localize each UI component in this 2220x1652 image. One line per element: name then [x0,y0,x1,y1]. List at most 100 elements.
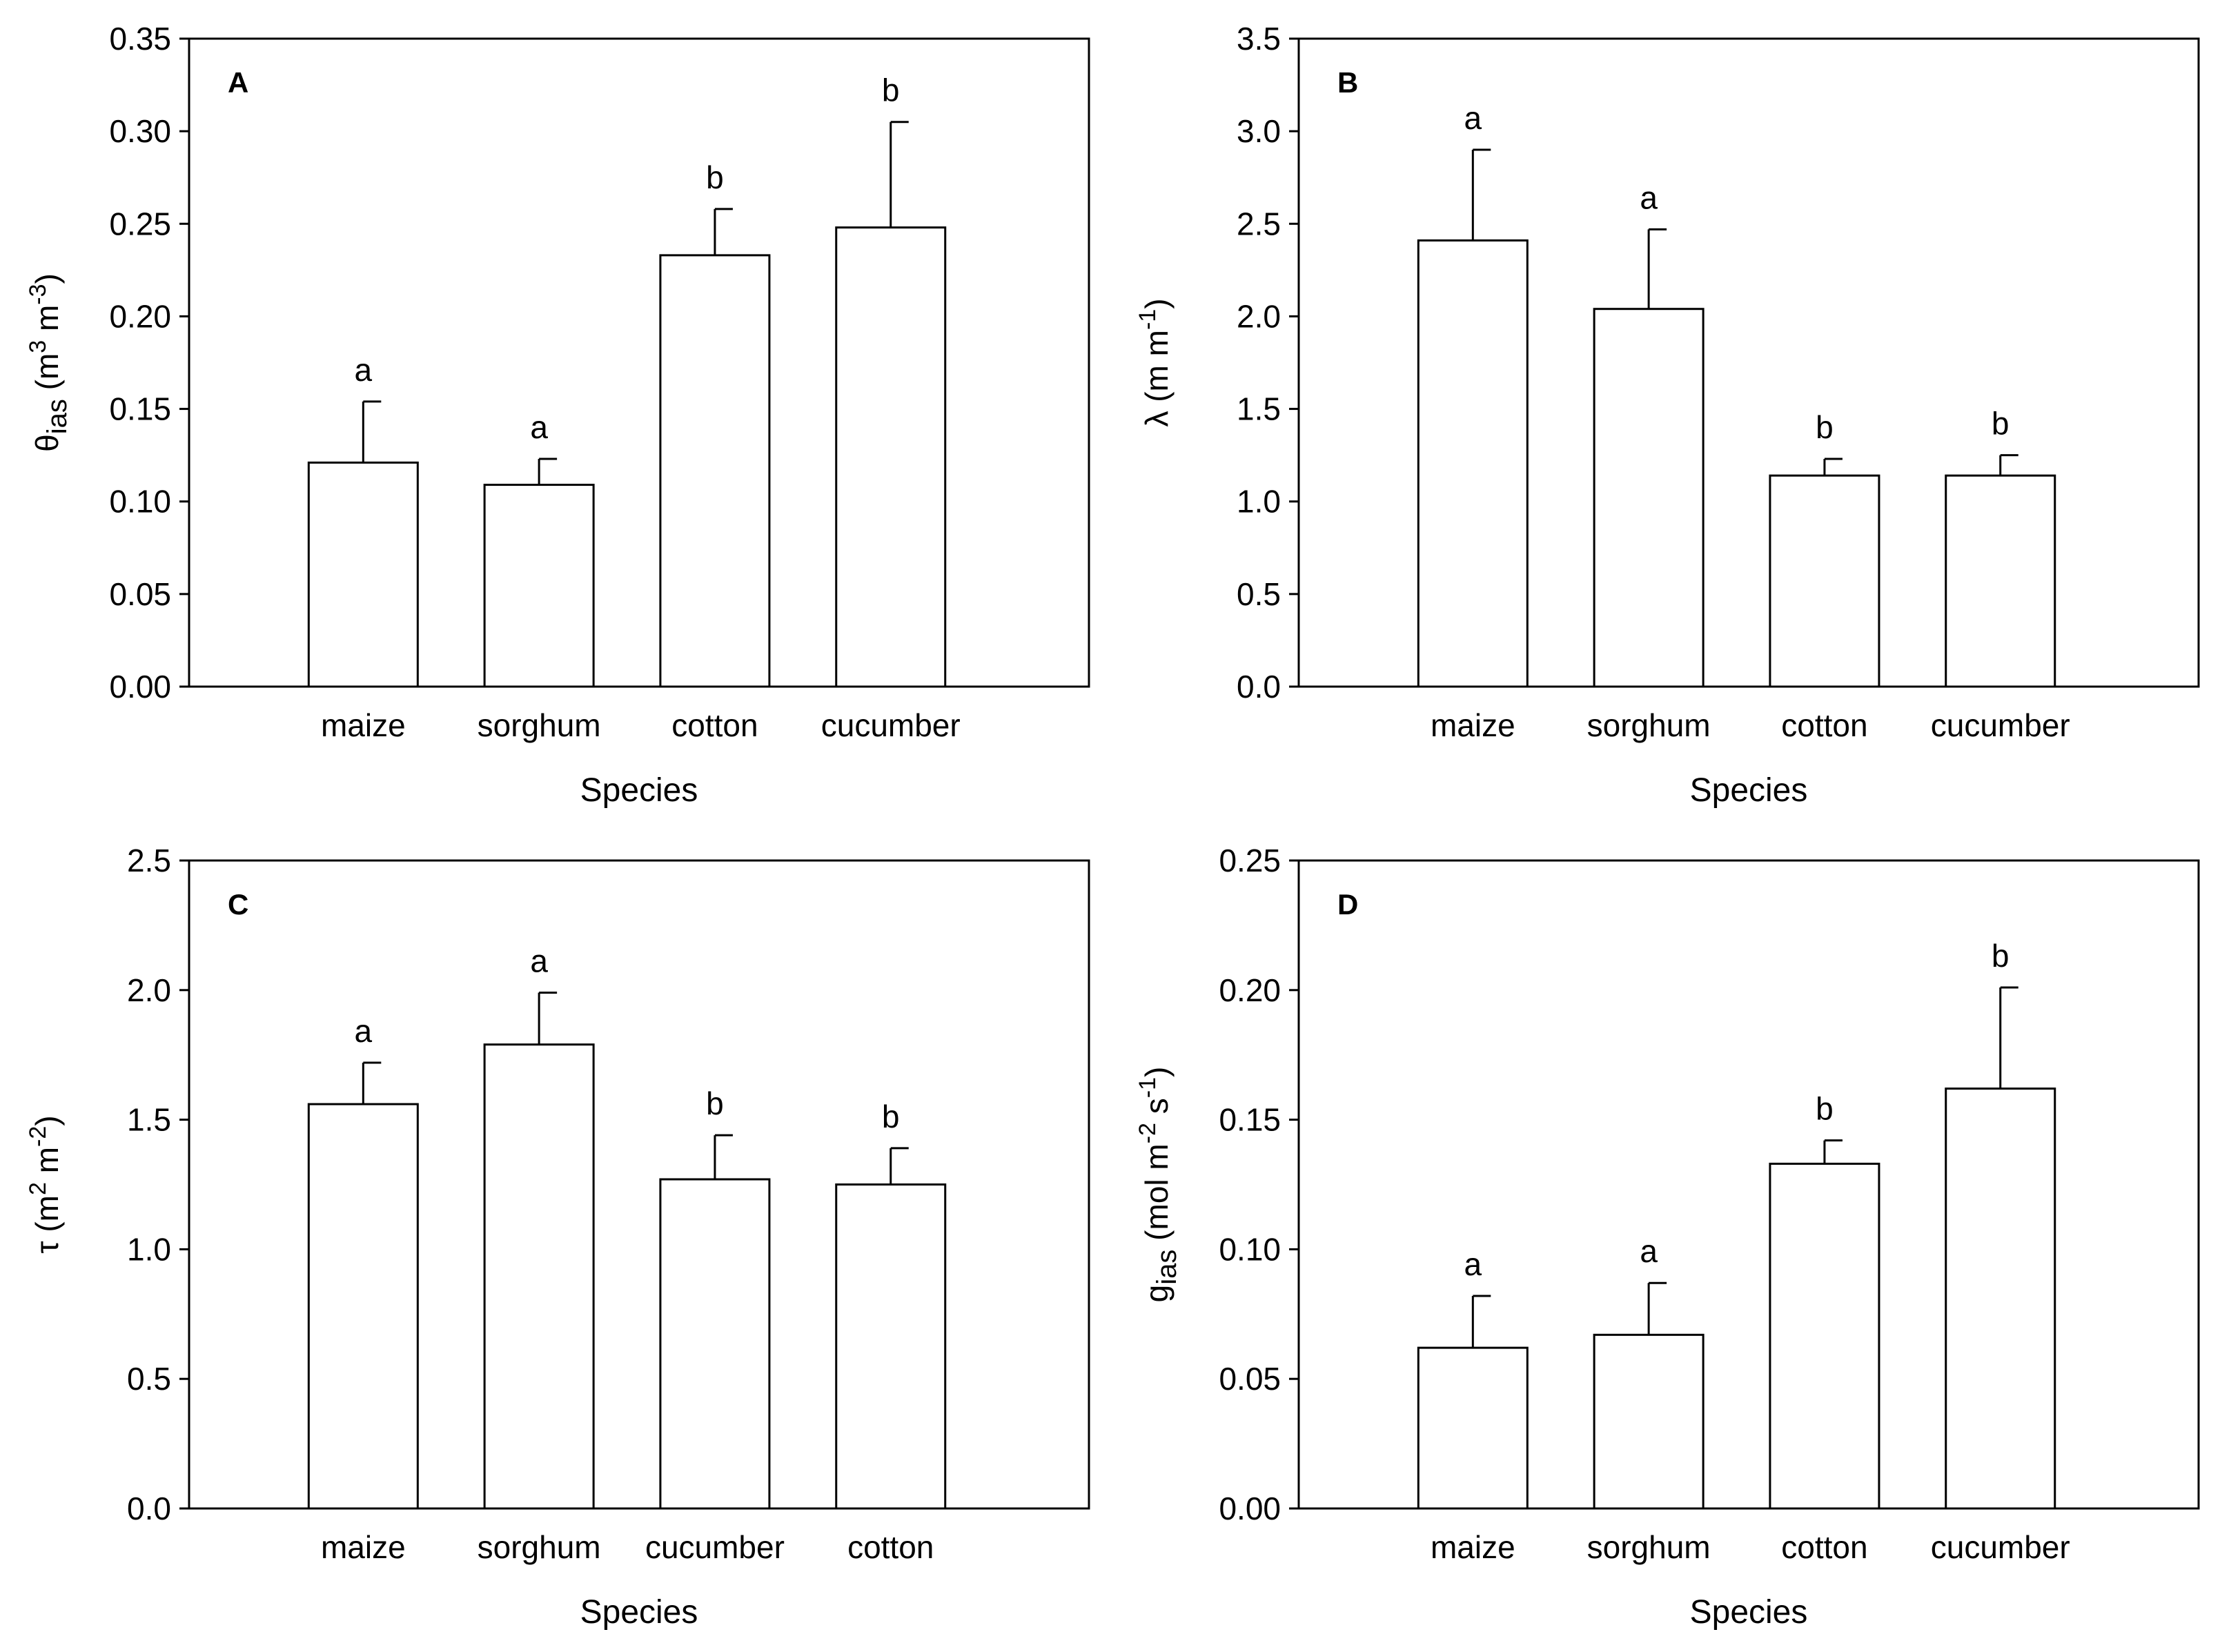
y-label-text: ) [1139,1067,1175,1077]
category-label-cotton: cotton [847,1529,934,1565]
y-tick-label: 3.0 [1237,113,1281,149]
bar-cotton [1769,1162,1880,1510]
chart-panel-d: 0.00 0.05 0.10 0.15 0.20 0.25 a maize a sorghum b c… [1134,843,2200,1631]
category-label-maize: maize [1431,1529,1515,1565]
category-label-cucumber: cucumber [821,707,961,743]
y-tick-label: 0.10 [109,484,171,520]
significance-label-cucumber: b [1992,406,2010,442]
x-axis-title-a: Species [580,772,698,809]
bar-sorghum [1593,1333,1705,1510]
panel-label-a: A [228,66,248,99]
y-tick-label: 1.5 [127,1102,171,1138]
y-tick-label: 1.5 [1237,391,1281,427]
bar-maize [1417,1346,1529,1510]
y-label-subscript: ias [1152,1250,1182,1285]
y-label-superscript: -3 [25,284,51,304]
category-label-cucumber: cucumber [1931,1529,2070,1565]
panel-label-d: D [1337,888,1358,921]
bar-sorghum [1593,308,1705,688]
y-tick-label: 0.30 [109,113,171,149]
y-label-text: ) [29,1115,65,1125]
y-tick-label: 0.00 [1219,1491,1281,1526]
bar-sorghum [483,1043,595,1510]
y-axis-title-c: τ (m2 m-2) [25,1115,65,1253]
y-label-symbol: g [1139,1285,1175,1303]
x-axis-title-b: Species [1690,772,1808,809]
plot-frame-d [1297,859,2200,1510]
category-label-sorghum: sorghum [1587,707,1711,743]
bar-maize [307,461,419,688]
y-tick-label: 1.0 [127,1231,171,1267]
y-tick-label: 0.25 [1219,843,1281,878]
chart-panel-a: 0.00 0.05 0.10 0.15 0.20 0.25 0.30 0.35 a maize a s… [25,21,1090,809]
bar-sorghum [483,484,595,688]
chart-panel-b: 0.0 0.5 1.0 1.5 2.0 2.5 3.0 3.5 a maize a sorghum b c… [1134,21,2200,809]
y-label-superscript: -2 [1134,1123,1161,1143]
y-label-text: (mol m [1139,1143,1175,1249]
significance-label-sorghum: a [530,943,548,979]
bar-cucumber [1945,1088,2056,1510]
y-label-text: ) [1139,298,1175,308]
y-tick-label: 0.0 [1237,669,1281,705]
significance-label-cucumber: b [882,72,900,108]
y-tick-label: 2.5 [1237,206,1281,242]
significance-label-cotton: b [706,159,724,195]
y-tick-label: 0.15 [1219,1102,1281,1138]
y-tick-label: 2.0 [1237,298,1281,334]
category-label-cotton: cotton [1781,1529,1867,1565]
y-tick-label: 3.5 [1237,21,1281,57]
significance-label-sorghum: a [1640,1233,1658,1269]
y-tick-label: 0.15 [109,391,171,427]
bar-cotton [659,254,771,688]
y-label-text: (m [29,1195,65,1241]
chart-panel-c: 0.0 0.5 1.0 1.5 2.0 2.5 a maize a sorghum b cucumbe… [25,843,1090,1631]
plot-frame-b [1297,37,2200,688]
y-label-text: m [29,305,65,340]
y-tick-label: 0.10 [1219,1231,1281,1267]
significance-label-cotton: b [882,1099,900,1134]
significance-label-cotton: b [1816,1091,1834,1127]
y-label-symbol: θ [29,434,65,452]
y-tick-label: 0.5 [127,1361,171,1397]
category-label-sorghum: sorghum [1587,1529,1711,1565]
bar-maize [307,1103,419,1510]
bar-cucumber [835,226,947,688]
y-tick-label: 0.05 [1219,1361,1281,1397]
significance-label-sorghum: a [530,409,548,445]
y-label-superscript: 2 [25,1182,51,1195]
x-axis-title-d: Species [1690,1594,1808,1631]
category-label-cotton: cotton [671,707,758,743]
y-label-superscript: 3 [25,340,51,353]
bar-cotton [835,1183,947,1510]
significance-label-cotton: b [1816,409,1834,445]
category-label-cotton: cotton [1781,707,1867,743]
y-label-symbol: τ [29,1241,65,1253]
y-tick-label: 0.0 [127,1491,171,1526]
plot-frame-a [188,37,1090,688]
significance-label-sorghum: a [1640,179,1658,215]
y-tick-label: 0.20 [1219,972,1281,1008]
y-tick-label: 0.05 [109,576,171,612]
y-label-superscript: -1 [1134,1077,1161,1098]
x-axis-title-c: Species [580,1594,698,1631]
y-axis-title-d: gias (mol m-2 s-1) [1134,1067,1182,1303]
panel-label-c: C [228,888,248,921]
y-tick-label: 0.00 [109,669,171,705]
y-label-text: m [29,1147,65,1182]
significance-label-maize: a [1464,1246,1482,1282]
bar-cucumber [1945,474,2056,688]
y-axis-title-b: λ (m m-1) [1134,298,1175,426]
category-label-maize: maize [1431,707,1515,743]
panel-label-b: B [1337,66,1358,99]
y-label-text: ) [29,273,65,284]
y-axis-title-a: θias (m3 m-3) [25,273,72,452]
category-label-cucumber: cucumber [1931,707,2070,743]
y-tick-label: 2.5 [127,843,171,878]
category-label-maize: maize [321,707,406,743]
bar-cotton [1769,474,1880,688]
y-tick-label: 0.25 [109,206,171,242]
significance-label-cucumber: b [1992,938,2010,974]
category-label-cucumber: cucumber [645,1529,785,1565]
plot-frame-c [188,859,1090,1510]
